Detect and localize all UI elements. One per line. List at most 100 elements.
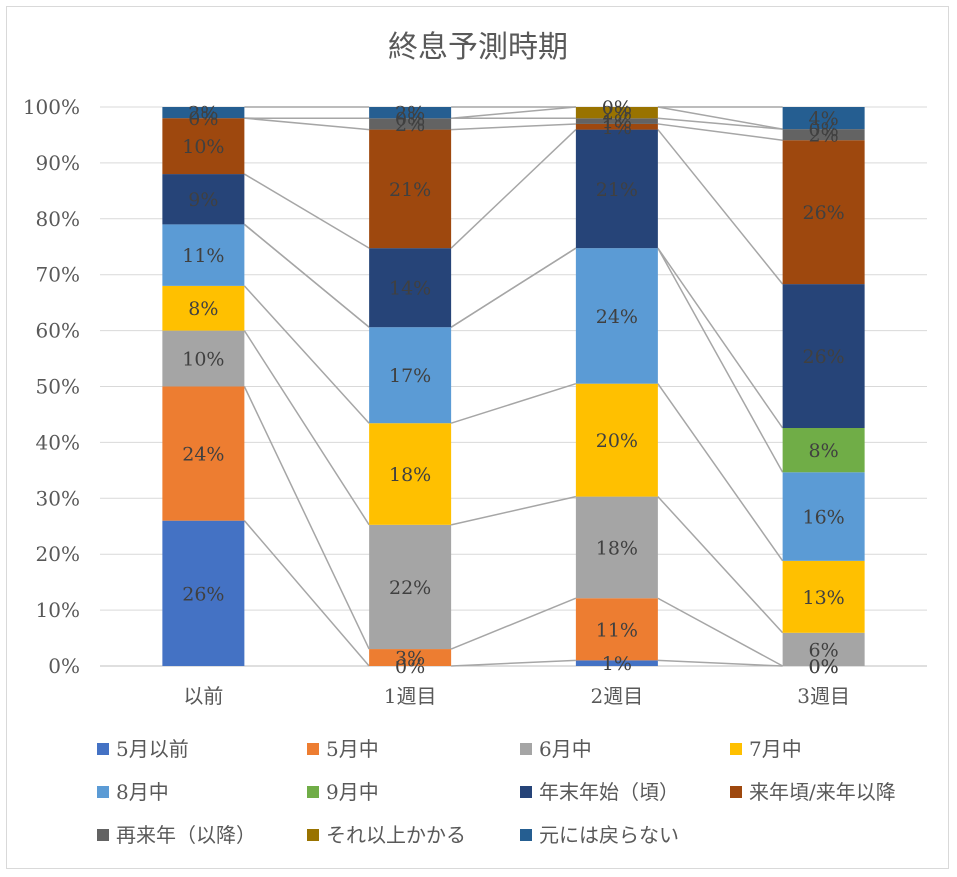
bar-segment: [575, 107, 658, 119]
legend-item: 5月中: [307, 737, 379, 761]
bar-segment: [369, 129, 452, 249]
data-label: 0%: [395, 108, 425, 130]
series-line: [244, 117, 370, 131]
series-line: [243, 223, 370, 328]
data-label: 6%: [809, 639, 839, 661]
series-line: [657, 496, 784, 634]
series-line: [243, 386, 370, 650]
data-label: 26%: [182, 583, 224, 605]
legend-item: 9月中: [307, 780, 379, 804]
data-label: 10%: [182, 349, 224, 371]
legend-label: 来年頃/来年以降: [749, 780, 896, 804]
series-line: [451, 659, 576, 667]
bar-segment: [369, 248, 452, 328]
x-tick-label: 2週目: [591, 684, 644, 708]
data-label: 9%: [188, 189, 218, 211]
bar-segment: [575, 383, 658, 497]
bar-segment: [369, 423, 452, 525]
bar-segment: [782, 632, 865, 666]
legend-swatch: [97, 743, 109, 755]
legend: 5月以前 5月中 6月中 7月中 8月中 9月中 年末年始（頃） 来年頃/来年以降再来年（以降…: [97, 737, 896, 847]
y-tick-label: 70%: [36, 263, 80, 287]
bar-segment: [162, 174, 245, 225]
data-label: 1%: [602, 653, 632, 675]
series-line: [450, 495, 577, 526]
bar-segment: [782, 107, 865, 130]
legend-item: 再来年（以降）: [97, 823, 256, 847]
legend-label: 再来年（以降）: [116, 823, 256, 847]
bar-segment: [162, 386, 245, 521]
series-line: [243, 520, 370, 667]
data-label: 2%: [809, 125, 839, 147]
data-label: 18%: [389, 464, 431, 486]
series-line: [657, 123, 783, 141]
data-label: 0%: [395, 656, 425, 678]
bar-segment: [162, 520, 245, 666]
y-tick-label: 60%: [36, 319, 80, 343]
legend-swatch: [520, 786, 532, 798]
y-tick-label: 80%: [36, 207, 80, 231]
bar-segment: [575, 129, 658, 249]
data-label: 21%: [596, 179, 638, 201]
data-label: 8%: [809, 440, 839, 462]
data-label: 0%: [188, 108, 218, 130]
data-label: 2%: [395, 103, 425, 125]
bar-segment: [369, 107, 452, 119]
x-axis-ticks: 以前 1週目 2週目 3週目: [183, 684, 850, 708]
legend-label: 5月以前: [116, 737, 189, 761]
data-label: 0%: [602, 97, 632, 119]
legend-swatch: [730, 743, 742, 755]
bar-segment: [782, 560, 865, 633]
series-line: [657, 383, 784, 562]
bar-segment: [575, 248, 658, 384]
series-line: [243, 285, 370, 424]
series-line: [450, 129, 577, 249]
y-tick-label: 0%: [48, 654, 80, 678]
legend-label: 元には戻らない: [539, 823, 679, 847]
series-line: [657, 659, 783, 667]
bar-segment: [369, 524, 452, 650]
bars: [162, 107, 865, 666]
bar-segment: [782, 284, 865, 429]
data-label: 21%: [389, 179, 431, 201]
y-tick-label: 90%: [36, 151, 80, 175]
legend-swatch: [307, 743, 319, 755]
legend-swatch: [307, 786, 319, 798]
legend-swatch: [730, 786, 742, 798]
y-tick-label: 40%: [36, 430, 80, 454]
data-label: 20%: [596, 430, 638, 452]
series-line: [243, 330, 370, 526]
data-label: 2%: [602, 103, 632, 125]
bar-segment: [162, 285, 245, 331]
chart-title: 終息予測時期: [388, 30, 568, 65]
data-label: 0%: [809, 119, 839, 141]
y-tick-label: 20%: [36, 542, 80, 566]
data-label: 22%: [389, 577, 431, 599]
legend-swatch: [520, 743, 532, 755]
legend-item: 年末年始（頃）: [520, 780, 679, 804]
legend-swatch: [97, 829, 109, 841]
bar-segment: [162, 330, 245, 387]
x-tick-label: 以前: [183, 684, 223, 708]
bar-segment: [162, 107, 245, 119]
series-line: [451, 106, 576, 120]
bar-segment: [369, 327, 452, 424]
legend-item: 6月中: [520, 737, 592, 761]
data-label: 14%: [389, 278, 431, 300]
bar-segment: [782, 140, 865, 285]
bar-segment: [575, 660, 658, 666]
data-label: 8%: [188, 298, 218, 320]
data-label: 0%: [809, 656, 839, 678]
data-label: 3%: [395, 648, 425, 670]
bar-segment: [782, 472, 865, 561]
series-line: [657, 247, 784, 429]
data-label: 24%: [182, 444, 224, 466]
series-lines: [243, 106, 784, 667]
legend-swatch: [520, 829, 532, 841]
bar-segment: [369, 118, 452, 130]
bar-segment: [162, 224, 245, 286]
legend-item: 8月中: [97, 780, 169, 804]
x-tick-label: 1週目: [384, 684, 437, 708]
data-label: 24%: [596, 306, 638, 328]
legend-label: 8月中: [116, 780, 169, 804]
